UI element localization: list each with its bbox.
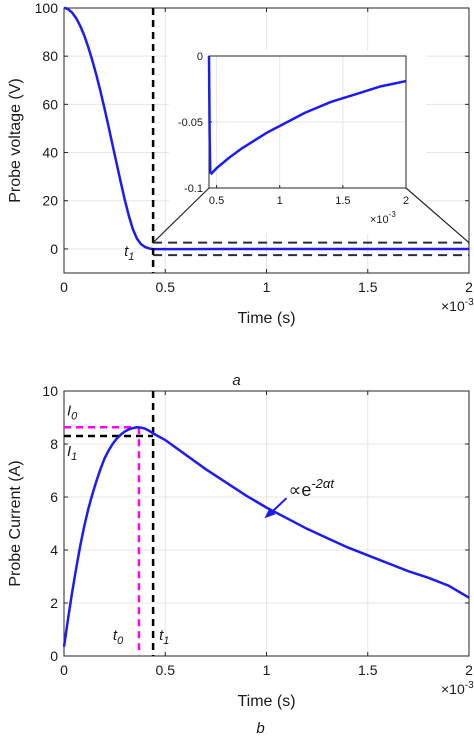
x-axis-label: Time (s): [237, 310, 295, 327]
y-tick-label: 8: [50, 436, 58, 452]
inset-connector: [152, 187, 210, 244]
x-exponent-label: ×10-3: [441, 680, 474, 697]
t1-label: t1: [159, 627, 169, 647]
x-tick-label: 2: [465, 279, 473, 295]
y-tick-label: 10: [42, 383, 58, 399]
inset-x-tick-label: 2: [403, 195, 409, 207]
inset-x-exponent-label: ×10-3: [370, 210, 396, 226]
y-tick-label: 80: [42, 48, 58, 64]
x-axis-label: Time (s): [237, 693, 295, 710]
decay-annotation: ∝e-2αt: [288, 476, 335, 500]
I1-label: I1: [67, 443, 77, 463]
panel-b: 0 0.5 1 1.5 2 10 8 6 4 2 0 ×10-3 Time (s) Probe Curre…: [7, 383, 474, 737]
x-tick-label: 1.5: [358, 662, 378, 678]
y-tick-label: 2: [50, 595, 58, 611]
y-tick-label: 4: [50, 542, 58, 558]
inset-series-line: [207, 55, 407, 176]
y-axis-label: Probe voltage (V): [7, 78, 24, 203]
inset-y-tick-label: 0: [197, 51, 203, 63]
inset-y-tick-label: -0.05: [178, 117, 203, 129]
y-tick-label: 20: [42, 193, 58, 209]
inset-x-tick-label: 0.5: [209, 195, 224, 207]
x-tick-label: 1.5: [358, 279, 378, 295]
I0-label: I0: [67, 402, 78, 422]
y-tick-label: 0: [50, 648, 58, 664]
y-tick-label: 100: [35, 0, 59, 16]
series-line: [62, 426, 470, 647]
y-axis-label: Probe Current (A): [7, 460, 24, 586]
t0-label: t0: [113, 627, 124, 647]
inset-background: [169, 50, 426, 234]
y-tick-label: 0: [50, 241, 58, 257]
inset-x-tick-label: 1: [277, 195, 283, 207]
x-tick-label: 1: [263, 662, 271, 678]
inset-x-tick-label: 1.5: [335, 195, 350, 207]
x-tick-label: 1: [263, 279, 271, 295]
y-tick-label: 60: [42, 96, 58, 112]
x-exponent-label: ×10-3: [441, 297, 474, 314]
series-line: [63, 6, 469, 251]
t1-label: t1: [124, 243, 134, 263]
x-tick-label: 2: [465, 662, 473, 678]
x-tick-label: 0: [60, 279, 68, 295]
x-tick-label: 0.5: [156, 662, 176, 678]
panel-label: a: [232, 372, 240, 389]
inset-connector: [405, 187, 470, 244]
annotation-arrowhead: [264, 508, 276, 519]
x-tick-label: 0: [60, 662, 68, 678]
x-tick-label: 0.5: [156, 279, 176, 295]
y-tick-label: 6: [50, 489, 58, 505]
inset-y-tick-label: -0.1: [184, 183, 203, 195]
y-tick-label: 40: [42, 145, 58, 161]
panel-label: b: [256, 720, 264, 737]
